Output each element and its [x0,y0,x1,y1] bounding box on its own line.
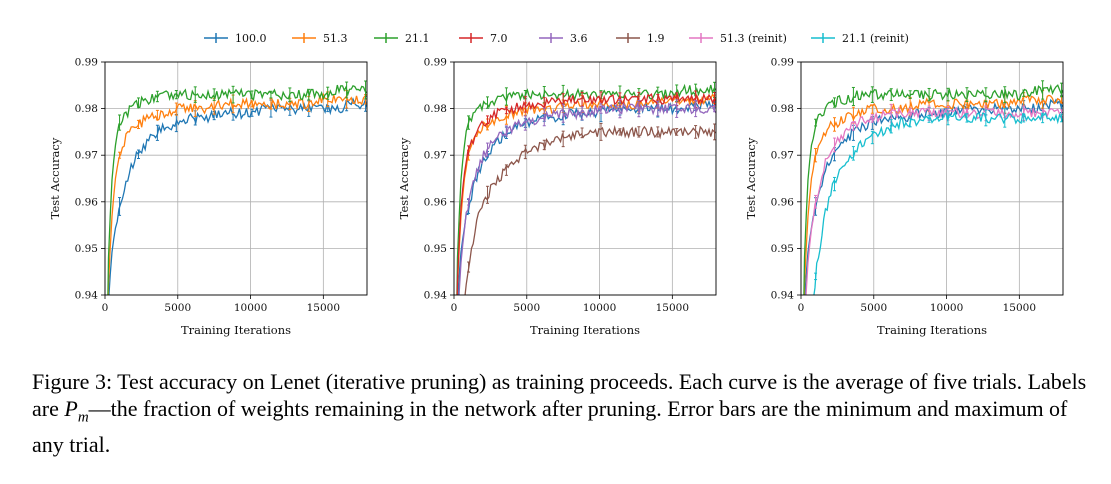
ytick-label: 0.98 [424,103,447,115]
caption-math-var: P [64,396,78,421]
legend-entry: 3.6 [539,32,588,45]
xtick-label: 15000 [1003,302,1036,314]
xtick-label: 0 [451,302,458,314]
series-line [813,111,1063,295]
series-21.1 [456,81,716,295]
axes-frame [104,61,368,296]
series-line [456,83,716,295]
figure-caption: Figure 3: Test accuracy on Lenet (iterat… [32,368,1092,458]
ytick-label: 0.94 [424,290,448,302]
plot-area [107,80,367,295]
series-51.3 (reinit) [805,103,1063,295]
ytick-label: 0.99 [771,57,794,69]
series-21.1 [107,80,367,295]
xtick-label: 15000 [307,302,340,314]
ytick-label: 0.99 [424,57,447,69]
legend-label: 21.1 [405,32,430,45]
series-100.0 [457,98,716,295]
legend-entry: 51.3 [292,32,348,45]
ytick-label: 0.97 [75,150,98,162]
ticks: 0.94 0.95 0.96 0.97 0.98 0.99 0 5000 10000 15000 [424,57,689,315]
xtick-label: 5000 [513,302,540,314]
y-axis-label: Test Accuracy [744,137,758,219]
chart-panel-1: 0.94 0.95 0.96 0.97 0.98 0.99 0 5000 10000 15000 T… [48,57,368,337]
xtick-label: 5000 [164,302,191,314]
xtick-label: 15000 [656,302,689,314]
figure: 100.0 51.3 21.1 7.0 3.6 1.9 51.3 (reinit) 21.1 … [48,32,1064,337]
series-line [803,84,1063,295]
series-line [458,101,716,295]
legend-label: 7.0 [490,32,508,45]
series-line [108,97,367,295]
legend-entry: 1.9 [616,32,665,45]
ytick-label: 0.95 [424,243,447,255]
plot-area [456,81,716,295]
series-line [107,92,367,295]
y-axis-label: Test Accuracy [48,137,62,219]
legend-entry: 21.1 (reinit) [811,32,909,45]
legend-label: 100.0 [235,32,267,45]
ytick-label: 0.96 [424,196,448,208]
chart-panels: 0.94 0.95 0.96 0.97 0.98 0.99 0 5000 10000 15000 T… [48,57,1064,337]
ticks: 0.94 0.95 0.96 0.97 0.98 0.99 0 5000 10000 15000 [771,57,1036,315]
legend-label: 21.1 (reinit) [842,32,909,45]
caption-suffix: —the fraction of weights remaining in th… [32,396,1068,458]
series-100.0 [804,94,1063,295]
xtick-label: 5000 [860,302,887,314]
legend-label: 1.9 [647,32,665,45]
chart-panel-2: 0.94 0.95 0.96 0.97 0.98 0.99 0 5000 10000 15000 T… [397,57,717,337]
plot-area [803,80,1063,295]
ytick-label: 0.96 [75,196,99,208]
series-21.1 (reinit) [813,108,1063,295]
ytick-label: 0.97 [771,150,794,162]
xtick-label: 0 [102,302,109,314]
ytick-label: 0.96 [771,196,795,208]
xtick-label: 0 [798,302,805,314]
series-51.3 [107,90,367,295]
caption-prefix: Figure 3: Test accuracy on Lenet (iterat… [32,369,1087,421]
ytick-label: 0.98 [75,103,98,115]
legend: 100.0 51.3 21.1 7.0 3.6 1.9 51.3 (reinit) 21.1 … [204,32,909,45]
caption-math-sub: m [77,409,89,426]
series-line [456,92,716,295]
ytick-label: 0.94 [75,290,99,302]
legend-label: 51.3 [323,32,348,45]
series-line [464,124,716,295]
xtick-label: 10000 [583,302,616,314]
legend-entry: 51.3 (reinit) [689,32,787,45]
legend-entry: 100.0 [204,32,267,45]
ytick-label: 0.98 [771,103,794,115]
series-line [805,106,1063,295]
series-line [457,98,716,295]
x-axis-label: Training Iterations [877,323,987,337]
series-1.9 [464,122,716,295]
legend-entry: 7.0 [459,32,508,45]
legend-label: 51.3 (reinit) [720,32,787,45]
series-line [803,94,1063,295]
ticks: 0.94 0.95 0.96 0.97 0.98 0.99 0 5000 10000 15000 [75,57,340,315]
axes-frame [800,61,1064,296]
y-axis-label: Test Accuracy [397,137,411,219]
ytick-label: 0.97 [424,150,447,162]
xtick-label: 10000 [234,302,267,314]
series-100.0 [108,96,367,295]
ytick-label: 0.95 [771,243,794,255]
ytick-label: 0.95 [75,243,98,255]
xtick-label: 10000 [930,302,963,314]
legend-entry: 21.1 [374,32,430,45]
series-3.6 [458,98,716,295]
ytick-label: 0.99 [75,57,98,69]
chart-panel-3: 0.94 0.95 0.96 0.97 0.98 0.99 0 5000 10000 15000 T… [744,57,1064,337]
legend-label: 3.6 [570,32,588,45]
series-line [107,84,367,295]
series-21.1 [803,80,1063,295]
series-51.3 [803,89,1063,295]
ytick-label: 0.94 [771,290,795,302]
x-axis-label: Training Iterations [181,323,291,337]
axes-frame [453,61,717,296]
x-axis-label: Training Iterations [530,323,640,337]
